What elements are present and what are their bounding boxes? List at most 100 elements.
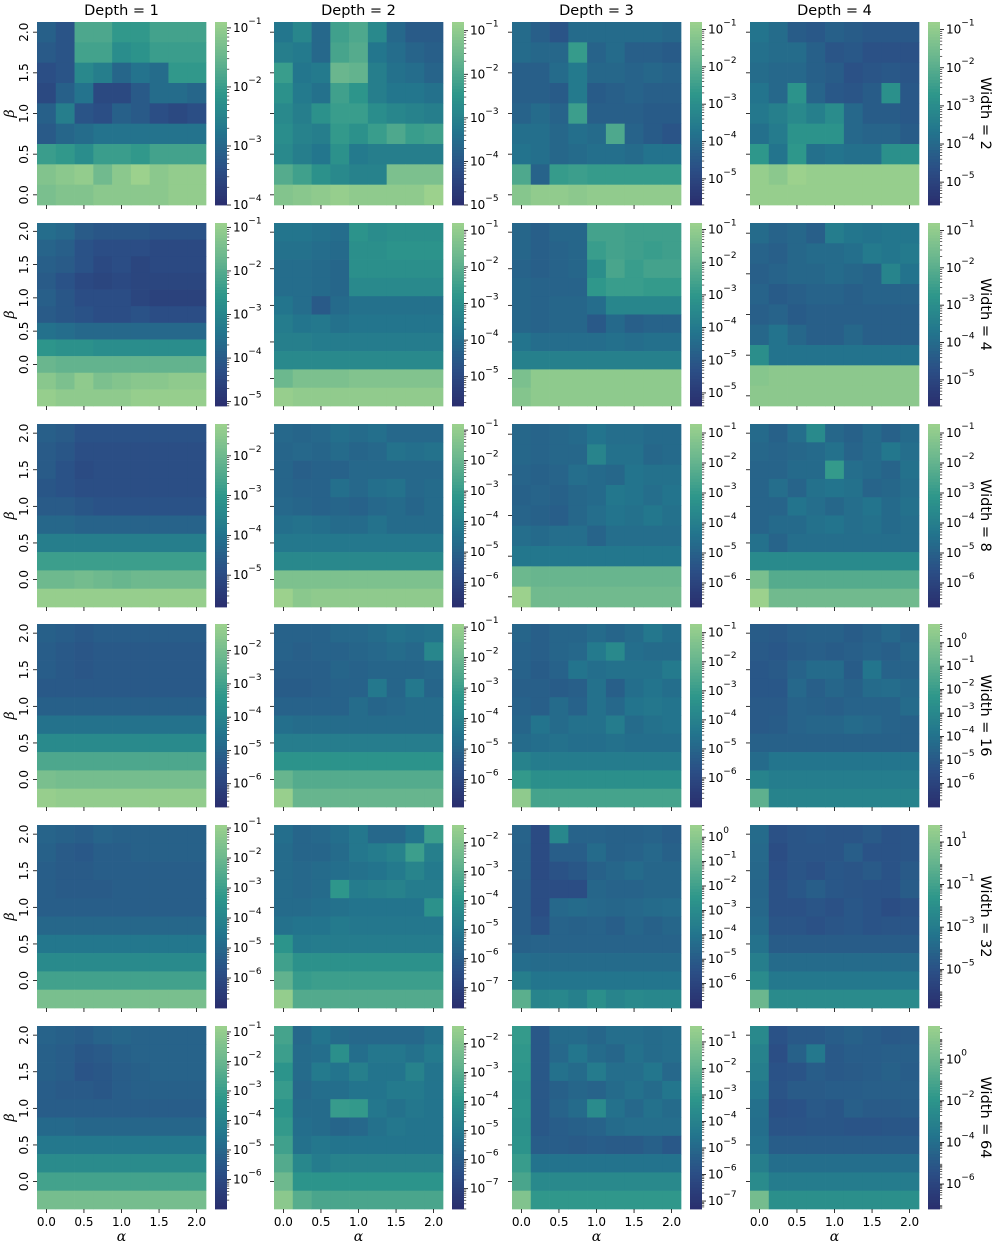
colorbar-segment [215,299,227,303]
colorbar-segment [928,183,940,188]
colorbar-segment [690,886,702,890]
heatmap-cell [530,1080,550,1100]
heatmap-cell [587,678,607,698]
heatmap-cell [367,314,388,334]
colorbar-segment [928,861,940,866]
heatmap-cell [530,566,550,588]
colorbar-segment [215,1035,227,1039]
heatmap-cell [130,424,151,443]
heatmap-cell [37,788,57,808]
colorbar-segment [215,481,227,486]
heatmap-cell [424,624,444,643]
heatmap-cell [55,1099,75,1118]
heatmap-cell [750,424,770,443]
heatmap-cell [862,934,882,954]
heatmap-cell [825,365,845,387]
heatmap-cell [881,588,901,608]
colorbar-segment [690,320,702,325]
heatmap-cell [512,83,532,104]
heatmap-cell [112,223,132,240]
colorbar-segment [690,424,702,428]
heatmap-cell [349,971,369,991]
colorbar-segment [452,1187,464,1192]
colorbar-segment [215,192,227,197]
heatmap-cell [530,586,550,608]
heatmap-cell [806,678,826,698]
heatmap-cell [55,861,75,881]
colorbar-segment [690,882,702,887]
colorbar-segment [690,1190,702,1195]
colorbar-segment [215,515,227,519]
colorbar-segment [215,1080,227,1085]
heatmap-cell [587,989,607,1009]
heatmap-cell [568,296,588,315]
heatmap-cell [512,1099,532,1118]
colorbar-segment [690,901,702,905]
colorbar-segment [928,1151,940,1155]
colorbar-segment [690,183,702,188]
heatmap-cell [349,387,369,407]
colorbar-segment [215,1190,227,1195]
heatmap-cell [605,259,626,279]
heatmap-cell [881,385,901,407]
heatmap-cell [168,356,188,374]
heatmap-cell [900,223,920,244]
colorbar-segment [452,794,464,799]
colorbar-segment [215,959,227,963]
colorbar-segment [928,1141,940,1146]
heatmap-cell [37,1190,57,1210]
heatmap-cell [768,478,788,498]
heatmap-cell [806,752,826,771]
heatmap-cell [605,788,626,808]
heatmap-cell [112,144,132,165]
colorbar-segment [690,800,702,805]
heatmap-cell [549,752,569,771]
colorbar-segment [690,1148,702,1152]
heatmap-cell [750,1172,770,1192]
heatmap-cell [187,144,207,165]
colorbar-segment [452,527,464,532]
colorbar-segment [452,773,464,777]
colorbar-segment [690,332,702,337]
heatmap-cell [386,22,406,43]
colorbar-segment [928,1099,940,1103]
heatmap-cell [624,1080,644,1100]
colorbar-segment [452,378,464,382]
heatmap-cell [662,1026,682,1045]
colorbar-segment [452,171,464,175]
heatmap-cell [643,879,663,899]
colorbar-segment [928,34,940,38]
colorbar-segment [452,506,464,510]
heatmap-cell [367,387,388,407]
colorbar-segment [690,1077,702,1082]
colorbar-segment [452,564,464,568]
heatmap-cell [292,497,312,516]
heatmap-cell [806,304,826,326]
heatmap-cell [130,588,151,608]
heatmap-cell [130,306,151,324]
heatmap-cell [768,953,788,972]
colorbar-segment [215,95,227,99]
colorbar-segment [928,314,940,318]
colorbar-segment [452,685,464,689]
heatmap-cell [549,546,569,567]
heatmap-cell [605,934,626,954]
heatmap-cell [643,770,663,790]
heatmap-cell [881,624,901,643]
heatmap-cell [292,22,312,43]
colorbar-segment [928,953,940,957]
heatmap-cell [187,83,207,104]
heatmap-cell [74,497,94,516]
heatmap-cell [549,566,569,588]
heatmap-cell [168,164,188,186]
colorbar-segment [452,582,464,587]
heatmap-cell [168,971,188,991]
colorbar-segment [928,37,940,41]
heatmap-cell [311,103,331,125]
colorbar-segment [215,137,227,142]
heatmap-cell [367,83,388,104]
colorbar-segment [690,500,702,504]
heatmap-cell [662,566,682,588]
heatmap-cell [512,642,532,661]
heatmap-cell [130,843,151,862]
